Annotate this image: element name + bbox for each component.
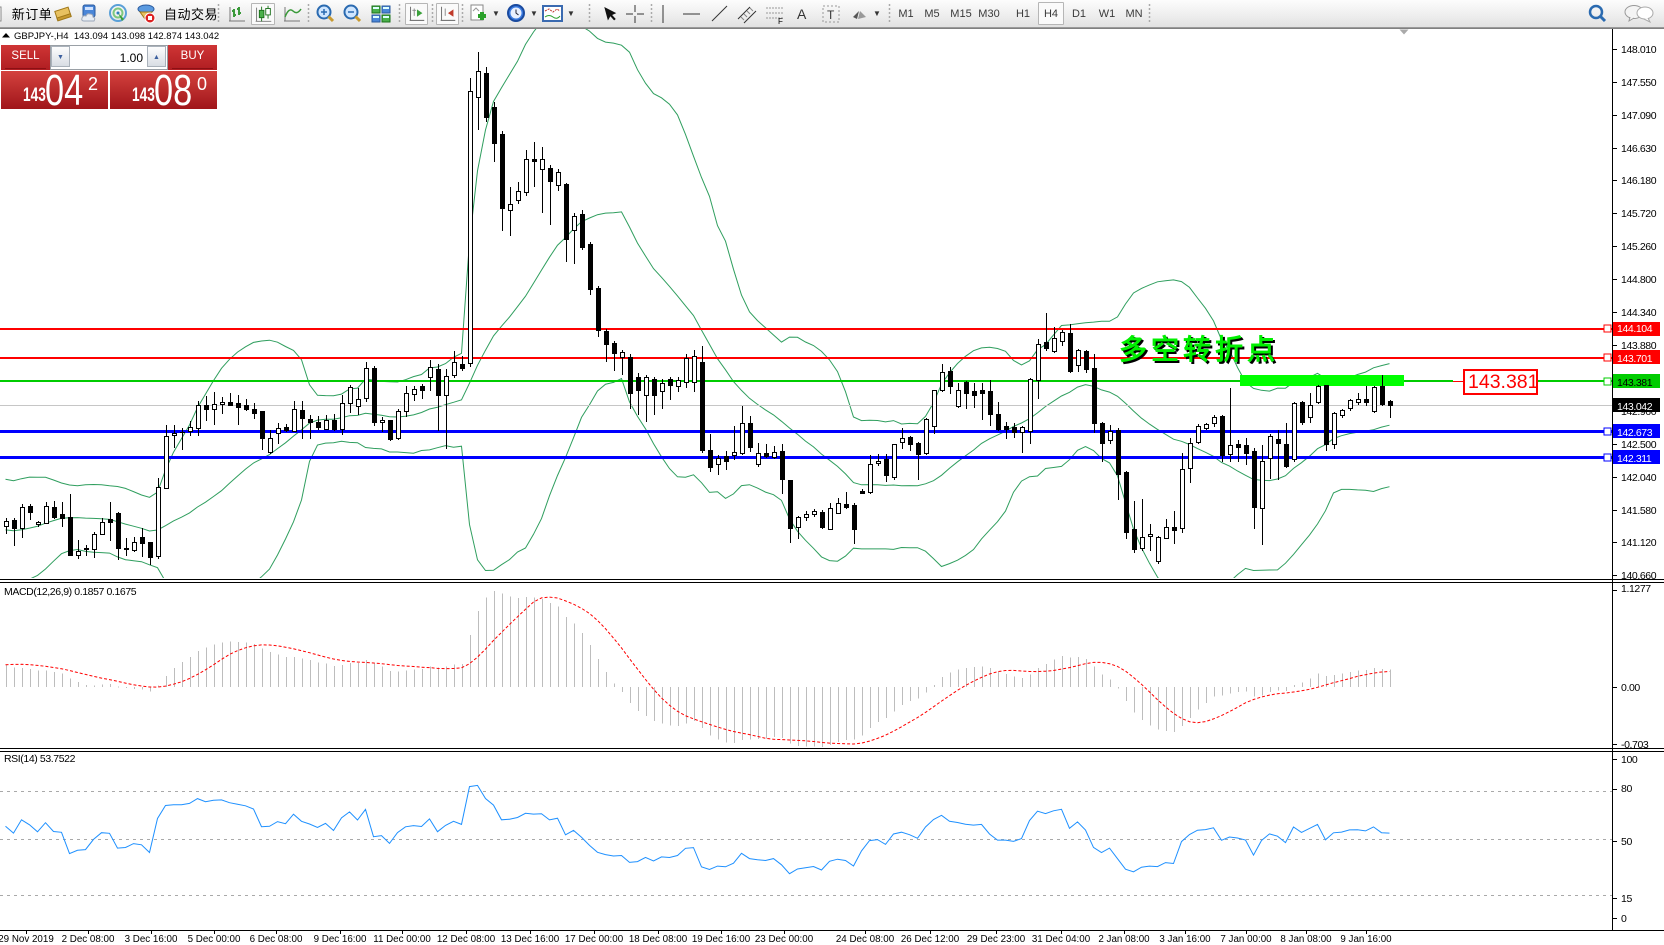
svg-text:9 Dec 16:00: 9 Dec 16:00 xyxy=(314,934,367,945)
svg-text:147.090: 147.090 xyxy=(1621,110,1657,122)
svg-text:144.340: 144.340 xyxy=(1621,307,1657,319)
svg-text:0.00: 0.00 xyxy=(1621,682,1640,694)
svg-text:26 Dec 12:00: 26 Dec 12:00 xyxy=(901,934,960,945)
svg-text:143.381: 143.381 xyxy=(1617,377,1653,389)
svg-text:15: 15 xyxy=(1621,893,1632,905)
svg-text:1.1277: 1.1277 xyxy=(1621,583,1651,595)
svg-text:141.580: 141.580 xyxy=(1621,505,1657,517)
svg-text:50: 50 xyxy=(1621,836,1632,848)
svg-text:GBPJPY-,H4 143.094 143.098 14: GBPJPY-,H4 143.094 143.098 142.874 143.0… xyxy=(14,31,219,42)
svg-text:19 Dec 16:00: 19 Dec 16:00 xyxy=(692,934,751,945)
svg-text:144.800: 144.800 xyxy=(1621,274,1657,286)
svg-text:13 Dec 16:00: 13 Dec 16:00 xyxy=(501,934,560,945)
svg-text:142.311: 142.311 xyxy=(1617,453,1652,465)
svg-text:140.660: 140.660 xyxy=(1621,570,1657,582)
svg-text:2 Jan 08:00: 2 Jan 08:00 xyxy=(1098,934,1150,945)
svg-text:-0.703: -0.703 xyxy=(1621,739,1649,751)
svg-text:3 Dec 16:00: 3 Dec 16:00 xyxy=(125,934,178,945)
svg-text:17 Dec 00:00: 17 Dec 00:00 xyxy=(565,934,624,945)
svg-text:18 Dec 08:00: 18 Dec 08:00 xyxy=(629,934,688,945)
svg-text:146.630: 146.630 xyxy=(1621,143,1657,155)
svg-text:12 Dec 08:00: 12 Dec 08:00 xyxy=(437,934,496,945)
svg-text:多空转折点: 多空转折点 xyxy=(1119,333,1279,365)
svg-text:80: 80 xyxy=(1621,783,1632,795)
svg-text:143.042: 143.042 xyxy=(1617,401,1653,413)
svg-text:29 Dec 23:00: 29 Dec 23:00 xyxy=(967,934,1026,945)
svg-text:8 Jan 08:00: 8 Jan 08:00 xyxy=(1280,934,1332,945)
svg-text:0: 0 xyxy=(1621,913,1627,925)
svg-text:142.673: 142.673 xyxy=(1617,427,1653,439)
svg-text:100: 100 xyxy=(1621,754,1638,766)
svg-text:11 Dec 00:00: 11 Dec 00:00 xyxy=(373,934,431,945)
svg-text:RSI(14) 53.7522: RSI(14) 53.7522 xyxy=(4,753,76,765)
svg-text:A: A xyxy=(797,6,807,22)
svg-text:141.120: 141.120 xyxy=(1621,537,1657,549)
svg-text:2 Dec 08:00: 2 Dec 08:00 xyxy=(62,934,115,945)
svg-text:7 Jan 00:00: 7 Jan 00:00 xyxy=(1220,934,1272,945)
svg-text:143.381: 143.381 xyxy=(1468,371,1539,393)
svg-text:MACD(12,26,9) 0.1857 0.1675: MACD(12,26,9) 0.1857 0.1675 xyxy=(4,586,137,598)
svg-text:146.180: 146.180 xyxy=(1621,175,1657,187)
svg-text:145.720: 145.720 xyxy=(1621,208,1657,220)
svg-text:143.701: 143.701 xyxy=(1617,353,1653,365)
svg-text:147.550: 147.550 xyxy=(1621,77,1657,89)
svg-text:3 Jan 16:00: 3 Jan 16:00 xyxy=(1159,934,1211,945)
svg-text:143.880: 143.880 xyxy=(1621,340,1657,352)
svg-text:9 Jan 16:00: 9 Jan 16:00 xyxy=(1340,934,1392,945)
svg-text:142.040: 142.040 xyxy=(1621,472,1657,484)
svg-text:144.104: 144.104 xyxy=(1617,323,1653,335)
svg-text:29 Nov 2019: 29 Nov 2019 xyxy=(0,934,54,945)
svg-text:24 Dec 08:00: 24 Dec 08:00 xyxy=(836,934,895,945)
svg-text:148.010: 148.010 xyxy=(1621,44,1657,56)
svg-text:5 Dec 00:00: 5 Dec 00:00 xyxy=(188,934,241,945)
svg-text:142.500: 142.500 xyxy=(1621,439,1657,451)
svg-text:多空转折点: 多空转折点 xyxy=(1121,335,1281,367)
svg-text:23 Dec 00:00: 23 Dec 00:00 xyxy=(755,934,814,945)
svg-text:F: F xyxy=(778,17,783,25)
svg-text:T: T xyxy=(827,8,835,22)
svg-text:6 Dec 08:00: 6 Dec 08:00 xyxy=(250,934,303,945)
svg-text:31 Dec 04:00: 31 Dec 04:00 xyxy=(1032,934,1091,945)
svg-text:145.260: 145.260 xyxy=(1621,241,1657,253)
